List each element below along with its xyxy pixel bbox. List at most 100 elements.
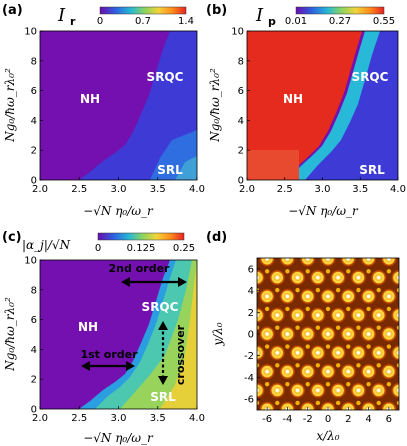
x-ticks-a: 2.0 2.5 3.0 3.5 4.0 [32, 177, 205, 195]
region-label-srqc-a: SRQC [147, 70, 184, 84]
lattice-node [275, 363, 280, 368]
lattice-node [376, 363, 381, 368]
cbar-tick-b-2: 0.55 [373, 16, 395, 27]
heatmap-region-srl-bright-a [175, 156, 197, 180]
y-axis-label-b: Ng₀/ħω_rλ₀² [208, 68, 222, 143]
x-tick-label: -6 [262, 414, 272, 425]
x-tick-label: -2 [303, 414, 313, 425]
svg-text:I: I [57, 5, 66, 26]
lattice-ring [342, 328, 354, 340]
lattice-ring [373, 347, 385, 359]
y-tick-label: 0 [238, 176, 244, 187]
lattice-ring [342, 258, 354, 265]
lattice-ring [291, 309, 304, 321]
lattice-core [326, 258, 330, 261]
lattice-node [315, 400, 321, 406]
lattice-node [295, 287, 300, 293]
lattice-core [285, 294, 290, 298]
lattice-core [326, 370, 330, 374]
lattice-node [396, 363, 399, 368]
lattice-core [346, 258, 350, 261]
colorbar-a [99, 6, 187, 15]
lattice-ring [362, 328, 375, 340]
lattice-node [386, 381, 392, 387]
lattice-node [285, 381, 290, 387]
y-tick-label: -4 [244, 373, 254, 384]
region-label-nh-a: NH [80, 92, 100, 106]
lattice-node [264, 306, 270, 312]
lattice-node [264, 381, 270, 387]
lattice-ring [352, 309, 365, 321]
lattice-ring [332, 309, 344, 321]
lattice-ring [281, 365, 294, 378]
lattice-ring [257, 347, 263, 359]
y-tick-label: 4 [31, 116, 37, 127]
lattice-node [275, 400, 280, 406]
region-label-srl-c: SRL [150, 390, 176, 404]
lattice-node [325, 344, 331, 349]
y-tick-label: 6 [238, 86, 244, 97]
lattice-core [275, 313, 279, 317]
y-tick-label: 8 [238, 56, 244, 67]
y-tick-label: 10 [24, 256, 37, 267]
y-ticks-c: 0 2 4 6 8 10 [24, 256, 43, 416]
y-tick-label: 2 [31, 146, 37, 157]
lattice-node [257, 400, 260, 406]
lattice-core [295, 351, 300, 355]
x-tick-label: 4.0 [189, 184, 205, 195]
y-axis-label-a: Ng₀/ħω_rλ₀² [3, 68, 17, 143]
y-ticks-d: -6 -4 -2 0 2 4 6 [244, 264, 260, 406]
lattice-node [346, 381, 351, 387]
lattice-node [335, 400, 341, 406]
y-tick-label: 10 [231, 27, 244, 38]
lattice-node [335, 363, 341, 368]
lattice-node [325, 306, 331, 312]
lattice-node [396, 325, 399, 330]
lattice-node [356, 363, 361, 368]
lattice-core [265, 370, 269, 374]
lattice-core [356, 388, 361, 393]
lattice-node [285, 269, 290, 274]
lattice-core [306, 332, 310, 336]
y-axis-label-c: Ng₀/ħω_rλ₀² [3, 297, 17, 372]
lattice-node [305, 344, 310, 349]
region-label-nh-b: NH [283, 92, 303, 106]
lattice-ring [281, 328, 294, 340]
region-label-nh-c: NH [78, 320, 98, 334]
lattice-node [396, 287, 399, 293]
lattice-node [346, 344, 351, 349]
arrow-1st-order [81, 361, 135, 371]
lattice-node [376, 287, 381, 293]
lattice-node [366, 381, 371, 387]
lattice-core [387, 370, 391, 374]
lattice-node [346, 306, 351, 312]
panel-b: I p 0.01 0.27 0.55 NH SRQC SRL 0 2 4 6 8 10 2… [208, 5, 406, 218]
lattice-core [295, 275, 300, 280]
lattice-ring [362, 290, 375, 303]
x-tick-label: 4 [365, 414, 371, 425]
lattice-core [275, 275, 279, 280]
x-tick-label: 2.0 [32, 184, 48, 195]
lattice-node [295, 363, 300, 368]
cbar-tick-c-1: 0.125 [127, 243, 156, 254]
y-tick-label: 6 [248, 264, 254, 275]
lattice-ring [373, 271, 385, 284]
y-ticks-b: 0 2 4 6 8 10 [231, 27, 250, 187]
lattice-ring [261, 290, 273, 303]
lattice-core [377, 388, 381, 393]
lattice-node [376, 325, 381, 330]
region-label-srqc-b: SRQC [352, 70, 389, 84]
panel-a: I r 0 0.7 1.4 NH SRQC SRL 0 2 4 6 8 10 2.0 2.5… [3, 5, 205, 218]
lattice-ring [257, 271, 263, 284]
colorbar-b [295, 6, 385, 15]
lattice-ring [383, 328, 395, 340]
y-axis-label-d: y/λ₀ [211, 322, 225, 346]
lattice-core [336, 275, 340, 280]
panel-letter-c: (c) [2, 230, 22, 245]
lattice-ring [322, 403, 334, 410]
lattice-ring [373, 309, 385, 321]
lattice-ring [352, 384, 365, 397]
cbar-tick-a-1: 0.7 [135, 16, 151, 27]
colorbar-c [97, 232, 185, 241]
lattice-core [377, 275, 381, 280]
